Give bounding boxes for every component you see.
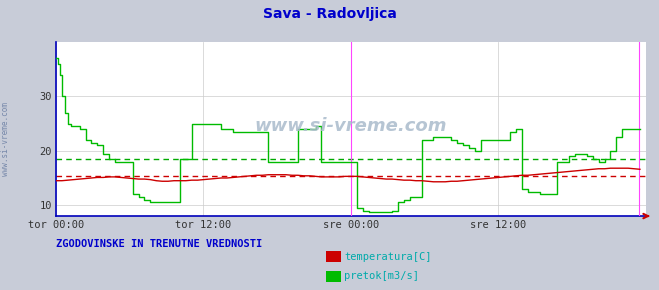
Text: temperatura[C]: temperatura[C] [344,252,432,262]
Text: www.si-vreme.com: www.si-vreme.com [254,117,447,135]
Text: www.si-vreme.com: www.si-vreme.com [1,102,10,176]
Text: Sava - Radovljica: Sava - Radovljica [262,7,397,21]
Text: pretok[m3/s]: pretok[m3/s] [344,271,419,281]
Text: ZGODOVINSKE IN TRENUTNE VREDNOSTI: ZGODOVINSKE IN TRENUTNE VREDNOSTI [56,239,262,249]
